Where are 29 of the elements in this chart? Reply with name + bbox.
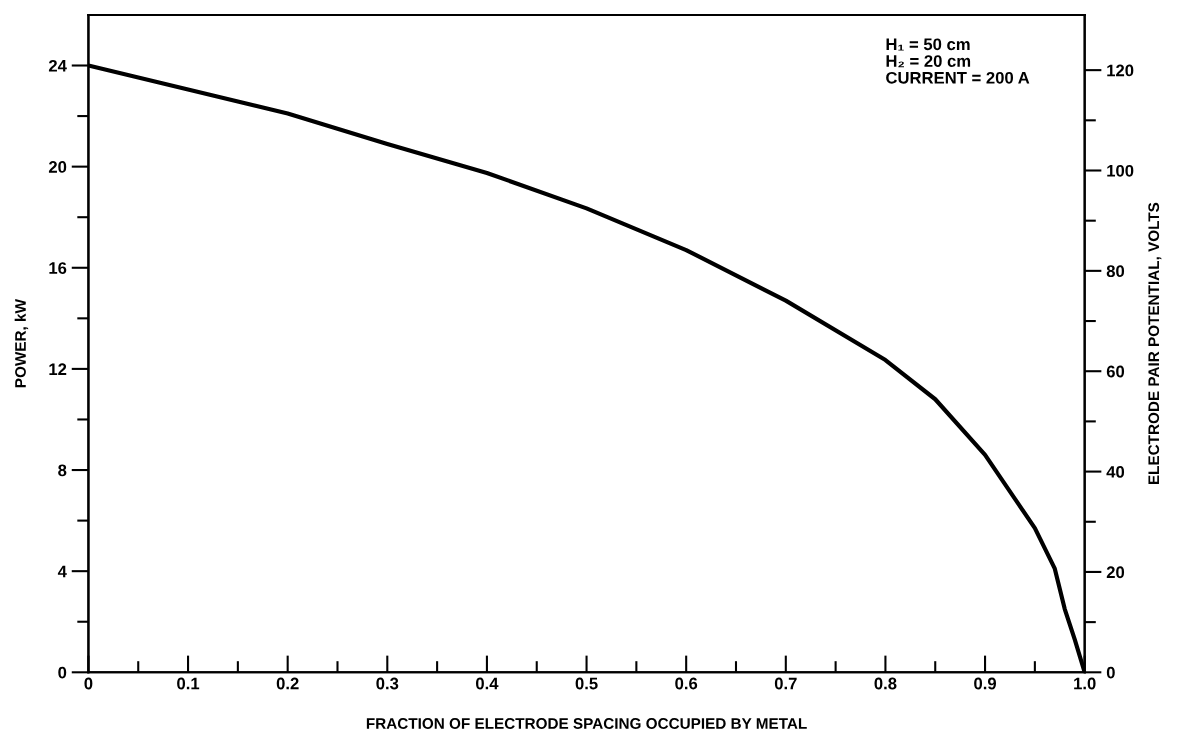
y2-tick-label: 20 <box>1106 566 1125 579</box>
x-tick-label: 1.0 <box>1074 677 1096 690</box>
x-tick-label: 0.4 <box>476 677 499 690</box>
x-tick-label: 0.6 <box>675 677 698 690</box>
y-axis-title: POWER, kW <box>14 299 29 388</box>
y2-tick-label: 120 <box>1107 64 1134 77</box>
y2-tick-label: 80 <box>1106 265 1125 278</box>
x-tick-label: 0.3 <box>376 677 399 690</box>
y-tick-label: 12 <box>49 363 67 375</box>
y-tick-label: 24 <box>48 59 67 72</box>
y-tick-label: 4 <box>57 565 67 578</box>
y-tick-label: 8 <box>58 464 67 477</box>
y-tick-label: 0 <box>58 666 67 679</box>
x-tick-label: 0.2 <box>276 677 299 690</box>
x-tick-label: 0.8 <box>874 677 897 690</box>
y-tick-label: 16 <box>49 262 67 274</box>
y2-tick-label: 0 <box>1106 666 1115 679</box>
y-tick-label: 20 <box>48 161 67 173</box>
x-tick-label: 0.7 <box>774 677 797 690</box>
x-tick-label: 0.1 <box>177 677 200 690</box>
x-tick-label: 0.9 <box>974 677 997 690</box>
x-axis-title: FRACTION OF ELECTRODE SPACING OCCUPIED BY METAL <box>366 718 807 729</box>
x-tick-label: 0.5 <box>575 677 598 690</box>
y2-axis-title: ELECTRODE PAIR POTENTIAL, VOLTS <box>1148 202 1162 485</box>
annotation: H₁ = 50 cm H₂ = 20 cm CURRENT = 200 A <box>886 38 1030 84</box>
x-tick-label: 0 <box>84 677 93 690</box>
y2-tick-label: 100 <box>1107 164 1134 177</box>
y2-tick-label: 60 <box>1106 365 1125 378</box>
y2-tick-label: 40 <box>1106 465 1125 478</box>
